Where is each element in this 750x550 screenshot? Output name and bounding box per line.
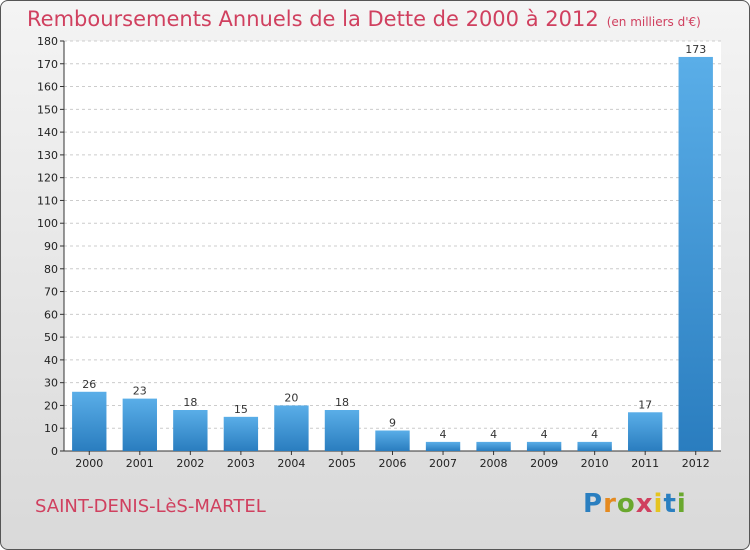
value-label: 23 — [133, 385, 147, 398]
x-tick-label: 2011 — [631, 457, 659, 470]
value-label: 9 — [389, 417, 396, 430]
y-tick-label: 110 — [37, 194, 58, 207]
value-label: 18 — [183, 396, 197, 409]
value-label: 17 — [638, 398, 652, 411]
x-tick-label: 2003 — [227, 457, 255, 470]
y-tick-label: 80 — [44, 263, 58, 276]
bar-2009[interactable] — [526, 441, 562, 451]
logo-letter: P — [583, 489, 604, 519]
x-tick-label: 2002 — [176, 457, 204, 470]
bar-2011[interactable] — [628, 412, 663, 451]
logo-letter: x — [635, 489, 654, 519]
grid-lines — [64, 40, 721, 452]
bar-2012[interactable] — [678, 56, 713, 451]
logo-letter: o — [616, 489, 636, 519]
x-tick-label: 2005 — [328, 457, 356, 470]
x-tick-label: 2004 — [277, 457, 305, 470]
x-tick-label: 2000 — [75, 457, 103, 470]
x-tick-label: 2007 — [429, 457, 457, 470]
value-label: 4 — [440, 428, 447, 441]
x-tick-label: 2001 — [126, 457, 154, 470]
chart-title-text: Remboursements Annuels de la Dette de 20… — [27, 7, 599, 31]
y-tick-label: 160 — [37, 81, 58, 94]
x-tick-label: 2006 — [379, 457, 407, 470]
y-tick-label: 50 — [44, 331, 58, 344]
y-tick-label: 0 — [51, 445, 58, 458]
y-tick-label: 140 — [37, 126, 58, 139]
y-tick-label: 100 — [37, 217, 58, 230]
y-tick-label: 90 — [44, 240, 58, 253]
proxiti-logo[interactable]: Proxiti — [583, 489, 687, 519]
labels: 0 10 20 30 40 50 60 70 80 90 100 110 120 130 140 150 160… — [37, 35, 710, 470]
logo-letter: t — [663, 489, 677, 519]
x-tick-label: 2010 — [581, 457, 609, 470]
y-tick-label: 130 — [37, 149, 58, 162]
y-tick-label: 170 — [37, 58, 58, 71]
bar-2006[interactable] — [375, 430, 410, 452]
y-tick-label: 60 — [44, 308, 58, 321]
y-tick-label: 10 — [44, 422, 58, 435]
value-label: 18 — [335, 396, 349, 409]
y-tick-label: 30 — [44, 377, 58, 390]
bar-2010[interactable] — [577, 441, 612, 451]
bar-2007[interactable] — [425, 441, 461, 451]
logo-letter: i — [676, 489, 687, 519]
chart-subtitle: (en milliers d'€) — [606, 15, 701, 29]
y-tick-label: 20 — [44, 399, 58, 412]
y-tick-label: 120 — [37, 172, 58, 185]
value-label: 4 — [490, 428, 497, 441]
bars — [72, 56, 713, 452]
bar-2002[interactable] — [173, 410, 208, 451]
y-tick-label: 40 — [44, 354, 58, 367]
x-tick-label: 2008 — [480, 457, 508, 470]
bar-2005[interactable] — [324, 410, 360, 451]
value-label: 4 — [541, 428, 548, 441]
logo-letter: i — [653, 489, 664, 519]
bar-2004[interactable] — [274, 405, 309, 451]
x-tick-label: 2009 — [530, 457, 558, 470]
logo-letter: r — [603, 489, 617, 519]
value-label: 4 — [591, 428, 598, 441]
chart-title: Remboursements Annuels de la Dette de 20… — [27, 7, 701, 31]
bar-2003[interactable] — [223, 416, 259, 451]
bar-2008[interactable] — [476, 441, 511, 451]
value-label: 26 — [82, 378, 96, 391]
value-label: 15 — [234, 403, 248, 416]
value-label: 173 — [685, 43, 706, 56]
x-tick-label: 2012 — [682, 457, 710, 470]
bar-2001[interactable] — [122, 398, 157, 451]
bar-2000[interactable] — [72, 391, 107, 451]
y-tick-label: 70 — [44, 286, 58, 299]
value-label: 20 — [284, 391, 298, 404]
y-tick-label: 150 — [37, 103, 58, 116]
city-name: SAINT-DENIS-LèS-MARTEL — [35, 496, 266, 517]
y-tick-label: 180 — [37, 35, 58, 48]
